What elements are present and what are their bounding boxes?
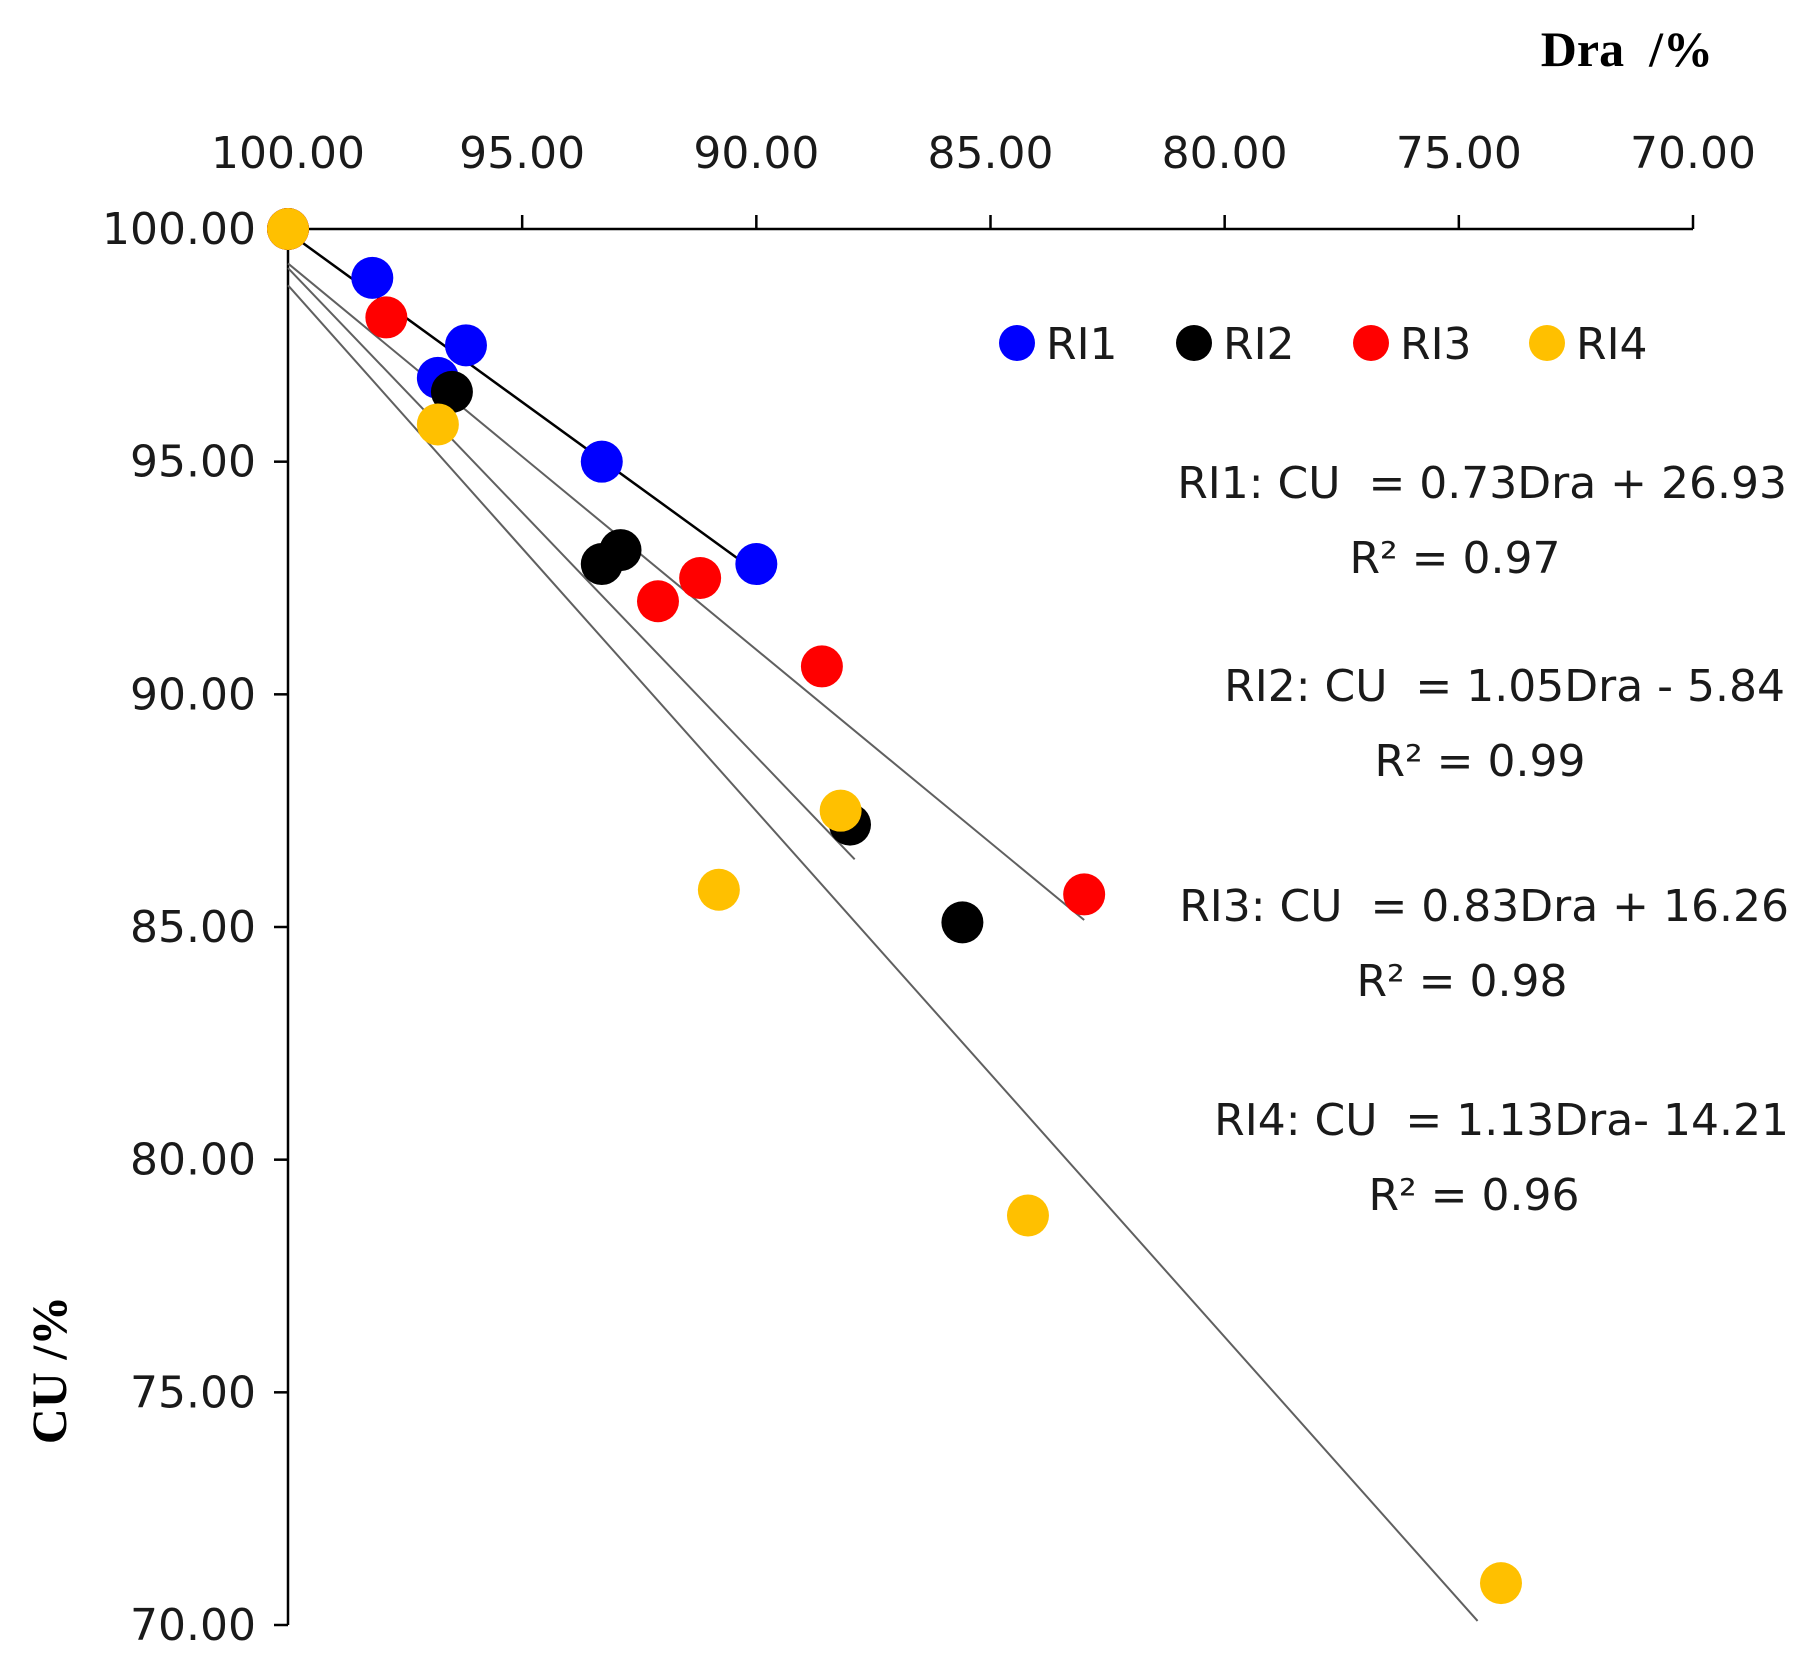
- legend: RI1 RI2 RI3 RI4: [999, 319, 1648, 370]
- y-tick-label: 100.00: [102, 204, 256, 255]
- data-points: [267, 208, 1522, 1605]
- point-ri4: [1006, 1194, 1049, 1237]
- x-tick-label: 95.00: [459, 128, 585, 179]
- legend-label-ri3: RI3: [1400, 319, 1472, 370]
- point-ri4: [267, 208, 309, 250]
- point-ri1: [735, 543, 778, 586]
- point-ri1: [444, 324, 487, 367]
- x-tick-label: 100.00: [211, 128, 365, 179]
- legend-marker-ri3: [1353, 325, 1389, 361]
- point-ri4: [416, 403, 459, 446]
- point-ri3: [679, 557, 722, 599]
- point-ri4: [1479, 1562, 1522, 1605]
- point-ri1: [351, 256, 394, 299]
- point-ri3: [1063, 873, 1106, 916]
- point-ri3: [636, 580, 679, 623]
- point-ri4: [697, 868, 740, 911]
- r2-ri1: R² = 0.97: [1349, 533, 1560, 584]
- legend-marker-ri1: [999, 325, 1035, 361]
- y-axis-ticks: 100.00 95.00 90.00 85.00 80.00 75.00 70.00: [102, 204, 288, 1651]
- y-tick-label: 90.00: [130, 669, 256, 720]
- x-tick-label: 80.00: [1162, 128, 1288, 179]
- equation-ri1: RI1: CU = 0.73Dra + 26.93: [1177, 458, 1787, 509]
- y-tick-label: 85.00: [130, 902, 256, 953]
- point-ri2: [599, 529, 642, 572]
- x-tick-label: 70.00: [1630, 128, 1756, 179]
- y-axis-title: CU /%: [21, 1296, 77, 1445]
- trendline-ri2: [287, 267, 856, 860]
- equation-annotations: RI1: CU = 0.73Dra + 26.93 R² = 0.97 RI2:…: [1177, 458, 1789, 1221]
- r2-ri4: R² = 0.96: [1368, 1170, 1579, 1221]
- legend-marker-ri2: [1176, 325, 1212, 361]
- r2-ri2: R² = 0.99: [1374, 736, 1585, 787]
- point-ri3: [365, 296, 408, 339]
- y-tick-label: 95.00: [130, 437, 256, 488]
- x-axis-title: Dra /%: [1541, 21, 1713, 77]
- y-tick-label: 80.00: [130, 1135, 256, 1186]
- y-tick-label: 75.00: [130, 1367, 256, 1418]
- legend-label-ri1: RI1: [1046, 319, 1118, 370]
- point-ri3: [800, 645, 843, 688]
- r2-ri3: R² = 0.98: [1356, 956, 1567, 1007]
- legend-label-ri2: RI2: [1223, 319, 1295, 370]
- legend-marker-ri4: [1529, 325, 1565, 361]
- equation-ri4: RI4: CU = 1.13Dra- 14.21: [1214, 1095, 1789, 1146]
- x-tick-label: 75.00: [1396, 128, 1522, 179]
- point-ri2: [941, 901, 984, 944]
- legend-label-ri4: RI4: [1576, 319, 1648, 370]
- equation-ri2: RI2: CU = 1.05Dra - 5.84: [1224, 661, 1785, 712]
- point-ri4: [819, 789, 862, 832]
- point-ri1: [580, 440, 623, 483]
- x-tick-label: 85.00: [928, 128, 1054, 179]
- y-tick-label: 70.00: [130, 1600, 256, 1651]
- x-axis-ticks: 100.00 95.00 90.00 85.00 80.00 75.00 70.00: [211, 128, 1756, 229]
- trendline-ri4: [287, 284, 1479, 1622]
- equation-ri3: RI3: CU = 0.83Dra + 16.26: [1179, 881, 1789, 932]
- point-ri2: [430, 370, 473, 413]
- x-tick-label: 90.00: [693, 128, 819, 179]
